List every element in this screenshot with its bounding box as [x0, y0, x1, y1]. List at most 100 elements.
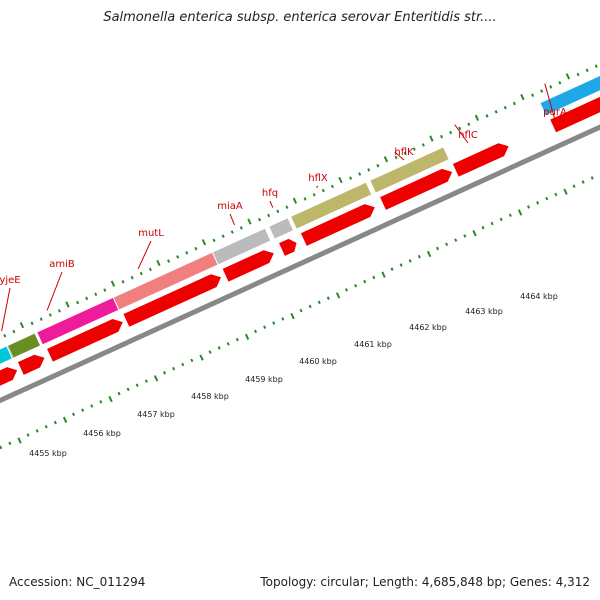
- map-title: Salmonella enterica subsp. enterica sero…: [103, 10, 497, 25]
- tick-mark: [12, 329, 16, 334]
- tick-mark: [76, 300, 80, 305]
- tick-mark: [57, 309, 61, 313]
- tick-mark: [490, 221, 494, 226]
- tick-mark: [383, 156, 389, 163]
- tick-mark: [321, 188, 325, 193]
- genome-summary-text: Topology: circular; Length: 4,685,848 bp…: [260, 575, 590, 589]
- tick-mark: [426, 250, 432, 258]
- tick-mark: [399, 263, 403, 267]
- tick-mark: [190, 358, 194, 363]
- tick-mark: [572, 184, 576, 188]
- map-band: [0, 59, 600, 450]
- backbone-line: [0, 66, 600, 428]
- tick-mark: [326, 296, 330, 300]
- gene-label-purA: purA: [543, 107, 567, 118]
- tick-mark: [335, 292, 341, 299]
- tick-mark: [303, 197, 307, 201]
- tick-mark: [81, 408, 85, 412]
- tick-mark: [458, 126, 462, 131]
- kbp-label: 4464 kbp: [520, 292, 558, 301]
- tick-mark: [199, 354, 204, 361]
- tick-mark: [139, 271, 143, 276]
- tick-mark: [558, 80, 562, 85]
- tick-mark: [62, 416, 68, 423]
- gene-bar-hflK: [291, 182, 372, 229]
- tick-mark: [185, 251, 189, 255]
- tick-mark: [26, 433, 30, 437]
- tick-mark: [226, 342, 230, 346]
- tick-mark: [581, 180, 585, 184]
- tick-mark: [449, 130, 453, 135]
- tick-mark: [445, 242, 449, 247]
- tick-mark: [272, 321, 276, 325]
- tick-mark: [221, 234, 225, 238]
- tick-mark: [554, 192, 558, 197]
- tick-mark: [144, 379, 148, 383]
- tick-mark: [0, 445, 3, 450]
- tick-mark: [429, 135, 434, 142]
- tick-mark: [299, 308, 303, 313]
- tick-mark: [354, 283, 358, 288]
- tick-mark: [576, 72, 580, 77]
- gene-label-miaA: miaA: [217, 201, 243, 212]
- kbp-label: 4459 kbp: [245, 375, 283, 384]
- tick-mark: [35, 429, 39, 433]
- cds-arrow: [17, 354, 45, 375]
- tick-mark: [563, 188, 568, 195]
- tick-mark: [417, 254, 421, 259]
- tick-mark: [403, 151, 407, 156]
- tick-mark: [244, 333, 250, 341]
- tick-mark: [108, 395, 113, 403]
- tick-mark: [585, 68, 589, 73]
- tick-mark: [517, 209, 523, 216]
- tick-mark: [230, 230, 234, 234]
- tick-mark: [8, 441, 12, 446]
- tick-mark: [440, 134, 444, 139]
- tick-mark: [85, 296, 89, 301]
- tick-mark: [201, 239, 207, 246]
- tick-mark: [545, 196, 549, 201]
- tick-mark: [421, 143, 425, 147]
- tick-mark: [126, 387, 130, 392]
- cds-arrow: [550, 80, 600, 133]
- tick-mark: [520, 93, 525, 101]
- tick-mark: [235, 337, 239, 342]
- tick-mark: [103, 288, 107, 292]
- leader-line: [454, 124, 469, 144]
- kbp-label: 4457 kbp: [137, 410, 175, 419]
- tick-mark: [494, 110, 498, 114]
- tick-mark: [549, 85, 553, 89]
- tick-mark: [367, 168, 371, 172]
- tick-mark: [285, 205, 289, 209]
- tick-mark: [363, 279, 367, 284]
- tick-mark: [376, 163, 380, 168]
- tick-mark: [526, 205, 531, 209]
- tick-mark: [408, 259, 412, 263]
- tick-mark: [130, 275, 134, 280]
- leader-line: [544, 83, 556, 121]
- tick-mark: [512, 101, 516, 106]
- cds-arrow: [123, 274, 222, 327]
- kbp-label: 4455 kbp: [29, 449, 67, 458]
- cds-arrow: [0, 367, 18, 414]
- tick-mark: [338, 176, 343, 184]
- tick-mark: [163, 371, 167, 375]
- gene-label-hflK: hflK: [394, 147, 414, 158]
- tick-mark: [485, 114, 489, 118]
- gene-label-hflC: hflC: [458, 130, 478, 141]
- tick-mark: [590, 176, 594, 180]
- tick-mark: [481, 225, 485, 230]
- tick-mark: [390, 267, 394, 271]
- tick-mark: [503, 105, 507, 110]
- leader-line: [137, 240, 152, 270]
- leader-line: [1, 287, 11, 332]
- tick-mark: [258, 217, 262, 222]
- tick-mark: [267, 213, 271, 218]
- tick-mark: [48, 313, 52, 317]
- tick-mark: [44, 424, 48, 429]
- tick-mark: [148, 267, 152, 272]
- tick-mark: [330, 184, 334, 189]
- tick-mark: [135, 383, 139, 388]
- tick-mark: [381, 271, 386, 278]
- tick-mark: [39, 317, 43, 321]
